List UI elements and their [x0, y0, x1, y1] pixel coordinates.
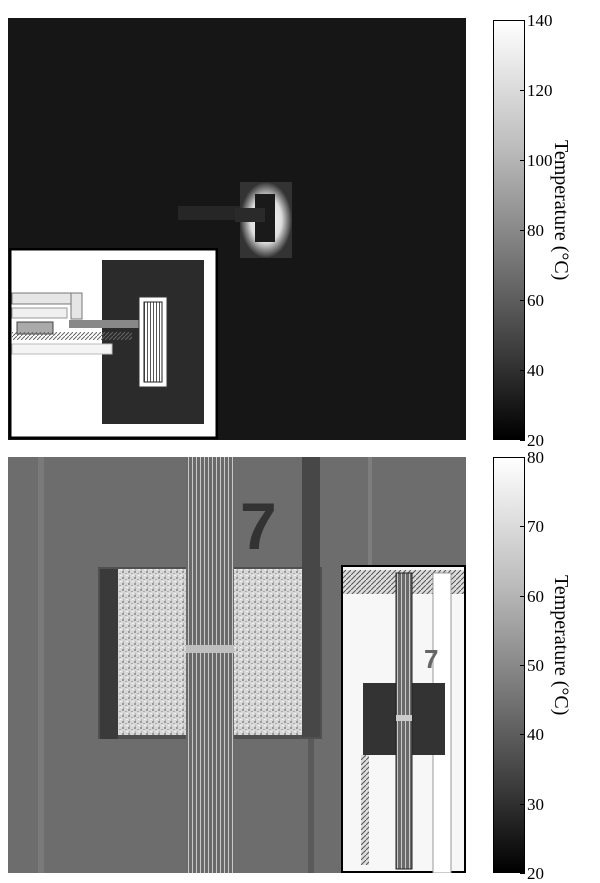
bottom-colorbar-tickmark: [520, 803, 525, 805]
bottom-colorbar-tickmark: [520, 665, 525, 666]
top-colorbar-tickmark: [520, 300, 525, 301]
top-colorbar-tick-label: 120: [527, 81, 553, 100]
top-colorbar-tick-label: 140: [527, 11, 553, 30]
bottom-colorbar-label: Temperature (°C): [550, 575, 572, 716]
top-colorbar-tick-label: 20: [527, 431, 544, 450]
top-inset-layout: [9, 248, 218, 439]
bottom-inset-layout: 7: [341, 565, 466, 873]
top-colorbar-tickmark: [520, 440, 525, 441]
bottom-colorbar-tick-label: 50: [527, 656, 544, 675]
top-colorbar-tick-label: 40: [527, 361, 544, 380]
bottom-colorbar-tickmark: [520, 526, 525, 528]
top-colorbar-tickmark: [520, 90, 525, 91]
bottom-colorbar-tickmark: [520, 595, 525, 597]
bottom-colorbar-tickmark: [520, 873, 525, 874]
bottom-colorbar-tick-label: 70: [527, 517, 544, 537]
top-colorbar-label: Temperature (°C): [550, 140, 572, 281]
top-colorbar-tick-label: 60: [527, 291, 544, 310]
top-colorbar-tick-label: 80: [527, 221, 544, 240]
top-colorbar-tickmark: [520, 370, 525, 371]
inset-marker-seven: 7: [424, 644, 438, 674]
top-colorbar-tickmark: [520, 160, 525, 161]
bottom-colorbar-tickmark: [520, 734, 525, 736]
top-colorbar: [493, 20, 525, 440]
bottom-colorbar-tick-label: 40: [527, 725, 544, 745]
bottom-colorbar-tickmark: [520, 457, 525, 458]
top-colorbar-tick-label: 100: [527, 151, 553, 170]
bottom-colorbar-tick-label: 20: [527, 864, 544, 883]
bottom-colorbar-tick-label: 30: [527, 794, 544, 814]
top-colorbar-tickmark: [520, 230, 525, 231]
marker-seven: 7: [240, 489, 277, 563]
bottom-colorbar-tick-label: 80: [527, 448, 544, 467]
bottom-colorbar-tick-label: 60: [527, 586, 544, 606]
bottom-thermal-image: 7: [8, 457, 466, 873]
top-colorbar-tickmark: [520, 20, 525, 21]
